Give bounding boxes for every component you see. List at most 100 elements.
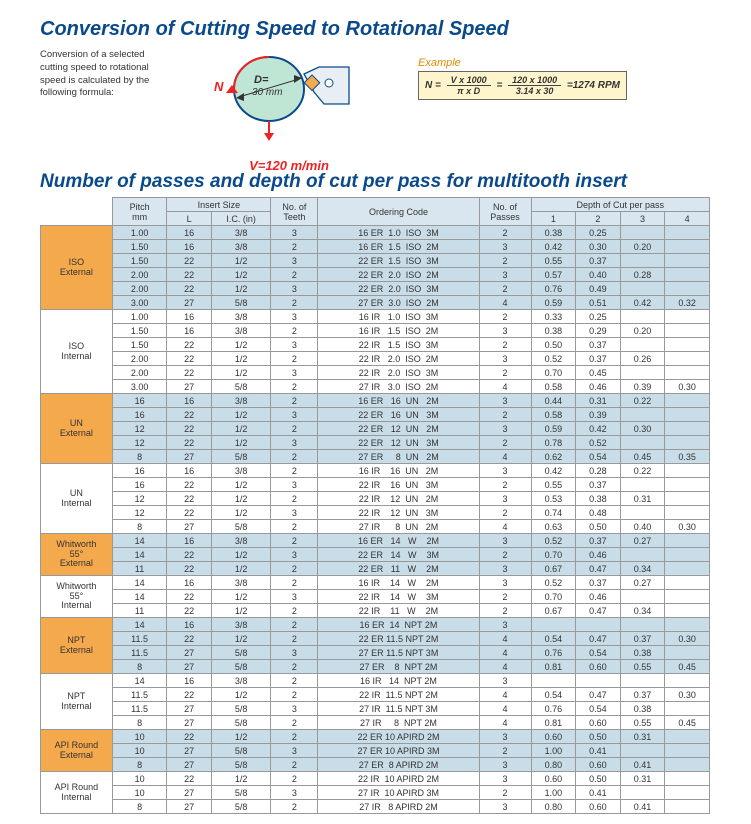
cell: 0.48 [576, 506, 621, 520]
cell [620, 310, 665, 324]
cell: 22 IR 12 UN 2M [318, 492, 479, 506]
cell: 4 [479, 702, 531, 716]
cell: 27 [167, 520, 212, 534]
cell: 22 ER 2.0 ISO 3M [318, 282, 479, 296]
cell: 1/2 [211, 772, 270, 786]
cell: 22 IR 12 UN 3M [318, 506, 479, 520]
cell: 2 [479, 226, 531, 240]
cell: 16 [112, 478, 167, 492]
cell [665, 282, 710, 296]
cell: 22 [167, 254, 212, 268]
cell: 0.81 [531, 716, 576, 730]
cell: 3 [479, 394, 531, 408]
cell: 3 [271, 590, 318, 604]
table-row: API Round Internal10221/2222 IR 10 APIRD… [41, 772, 710, 786]
cell: 27 IR 8 UN 2M [318, 520, 479, 534]
cell: 14 [112, 590, 167, 604]
cell: 12 [112, 422, 167, 436]
cell [620, 366, 665, 380]
cell: 1/2 [211, 268, 270, 282]
cell: 22 ER 1.5 ISO 3M [318, 254, 479, 268]
cell: 2 [271, 674, 318, 688]
table-head: Pitch mm Insert Size No. of Teeth Orderi… [41, 198, 710, 226]
table-row: 8275/8227 IR 8 UN 2M40.630.500.400.30 [41, 520, 710, 534]
cell: 3 [271, 548, 318, 562]
cell: 0.30 [665, 520, 710, 534]
cell: 0.44 [531, 394, 576, 408]
cell: 16 [167, 674, 212, 688]
cell: 0.42 [620, 296, 665, 310]
table-row: 2.00221/2222 IR 2.0 ISO 2M30.520.370.26 [41, 352, 710, 366]
cell: 22 [167, 282, 212, 296]
cell [620, 226, 665, 240]
cell: 1/2 [211, 590, 270, 604]
cell: 22 ER 16 UN 3M [318, 408, 479, 422]
cell: 16 IR 16 UN 2M [318, 464, 479, 478]
cell [665, 590, 710, 604]
table-row: 2.00221/2322 ER 2.0 ISO 3M20.760.49 [41, 282, 710, 296]
cell: 0.52 [531, 576, 576, 590]
table-row: 11.5221/2222 ER 11.5 NPT 2M40.540.470.37… [41, 632, 710, 646]
cell: 2 [479, 590, 531, 604]
cell: 22 [167, 688, 212, 702]
cell: 0.37 [576, 254, 621, 268]
cell [665, 408, 710, 422]
cell: 4 [479, 632, 531, 646]
cell [665, 534, 710, 548]
cell: 2 [271, 240, 318, 254]
intro-text: Conversion of a selected cutting speed t… [40, 49, 160, 100]
cell: 1/2 [211, 730, 270, 744]
cell: 16 [167, 240, 212, 254]
table-row: 11221/2222 IR 11 W 2M20.670.470.34 [41, 604, 710, 618]
cell: 0.31 [620, 772, 665, 786]
cell: 2 [479, 282, 531, 296]
cell: 16 [167, 324, 212, 338]
cell: 0.45 [576, 366, 621, 380]
cell: 0.60 [576, 660, 621, 674]
table-row: Whitworth 55° Internal14163/8216 IR 14 W… [41, 576, 710, 590]
cell [665, 394, 710, 408]
cell: 0.38 [620, 646, 665, 660]
cell: 0.37 [576, 534, 621, 548]
table-row: 11.5275/8327 IR 11.5 NPT 3M40.760.540.38 [41, 702, 710, 716]
cell [620, 408, 665, 422]
cell: 2 [479, 478, 531, 492]
cell [620, 618, 665, 632]
table-row: 2.00221/2222 ER 2.0 ISO 2M30.570.400.28 [41, 268, 710, 282]
cell: 3/8 [211, 576, 270, 590]
cell: 2 [271, 730, 318, 744]
cell: 0.50 [576, 520, 621, 534]
cell: 0.34 [620, 562, 665, 576]
cell: 22 [167, 772, 212, 786]
cell: 1.50 [112, 338, 167, 352]
cell: 0.60 [531, 730, 576, 744]
cell: 22 ER 12 UN 2M [318, 422, 479, 436]
cell: 0.33 [531, 310, 576, 324]
cell: 22 [167, 422, 212, 436]
cell: 22 [167, 506, 212, 520]
cell: 1/2 [211, 562, 270, 576]
cell: 0.39 [620, 380, 665, 394]
cell: 3/8 [211, 394, 270, 408]
cell: 0.60 [576, 716, 621, 730]
cell [620, 282, 665, 296]
cell: 5/8 [211, 660, 270, 674]
cell [665, 464, 710, 478]
cell: 2 [479, 338, 531, 352]
cell: 0.67 [531, 604, 576, 618]
cell: 0.37 [576, 352, 621, 366]
table-row: Whitworth 55° External14163/8216 ER 14 W… [41, 534, 710, 548]
cell: 3/8 [211, 618, 270, 632]
cell: 2 [271, 772, 318, 786]
cell: 3 [479, 324, 531, 338]
cell: 3 [271, 478, 318, 492]
table-row: 16221/2322 IR 16 UN 3M20.550.37 [41, 478, 710, 492]
cell [665, 674, 710, 688]
cell: 2 [271, 520, 318, 534]
cell: 27 ER 3.0 ISO 2M [318, 296, 479, 310]
cell: 3 [271, 506, 318, 520]
cell: 0.70 [531, 366, 576, 380]
cell: 22 [167, 492, 212, 506]
group-label: NPT External [41, 618, 113, 674]
cell: 0.35 [665, 450, 710, 464]
